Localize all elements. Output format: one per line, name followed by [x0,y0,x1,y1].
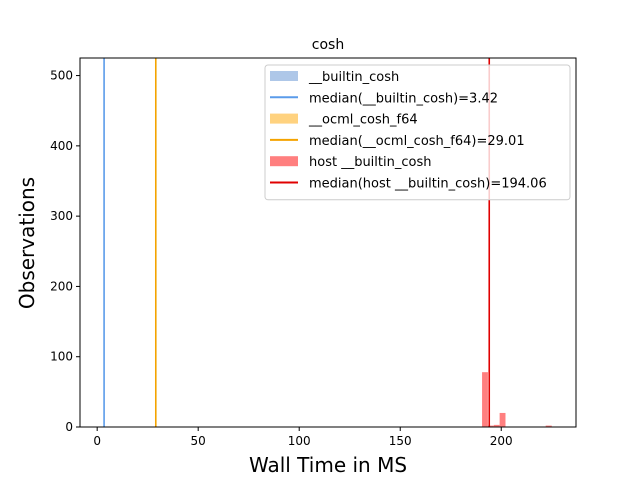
x-tick-label: 0 [93,434,101,448]
x-tick-label: 50 [191,434,206,448]
x-tick-label: 200 [490,434,513,448]
legend-swatch [270,156,298,167]
histogram-bar [499,412,506,427]
histogram-bar [487,425,494,427]
x-tick-label: 150 [389,434,412,448]
legend-label: median(__ocml_cosh_f64)=29.01 [309,134,525,149]
legend-label: host __builtin_cosh [309,155,431,170]
chart-title: cosh [312,37,344,53]
x-tick-label: 100 [288,434,311,448]
y-tick-label: 300 [50,209,73,223]
histogram-bar [482,372,488,427]
plot-frame [79,57,577,428]
histogram-bar [493,424,500,427]
legend-box [264,64,571,201]
legend: __builtin_cosh median(__builtin_cosh)=3.4… [264,64,571,201]
legend-label: median(__builtin_cosh)=3.42 [309,91,498,106]
x-axis-label: Wall Time in MS [249,453,407,477]
y-tick-label: 0 [65,420,73,434]
y-tick-label: 100 [50,350,73,364]
y-tick-label: 200 [50,279,73,293]
legend-label: median(host __builtin_cosh)=194.06 [309,177,547,192]
legend-label: __ocml_cosh_f64 [308,113,418,128]
y-axis-label: Observations [15,177,39,309]
legend-swatch [270,113,298,124]
y-tick-label: 400 [50,139,73,153]
histogram-bar [545,425,552,427]
legend-label: __builtin_cosh [308,70,399,85]
y-tick-label: 500 [50,69,73,83]
legend-swatch [270,71,298,81]
